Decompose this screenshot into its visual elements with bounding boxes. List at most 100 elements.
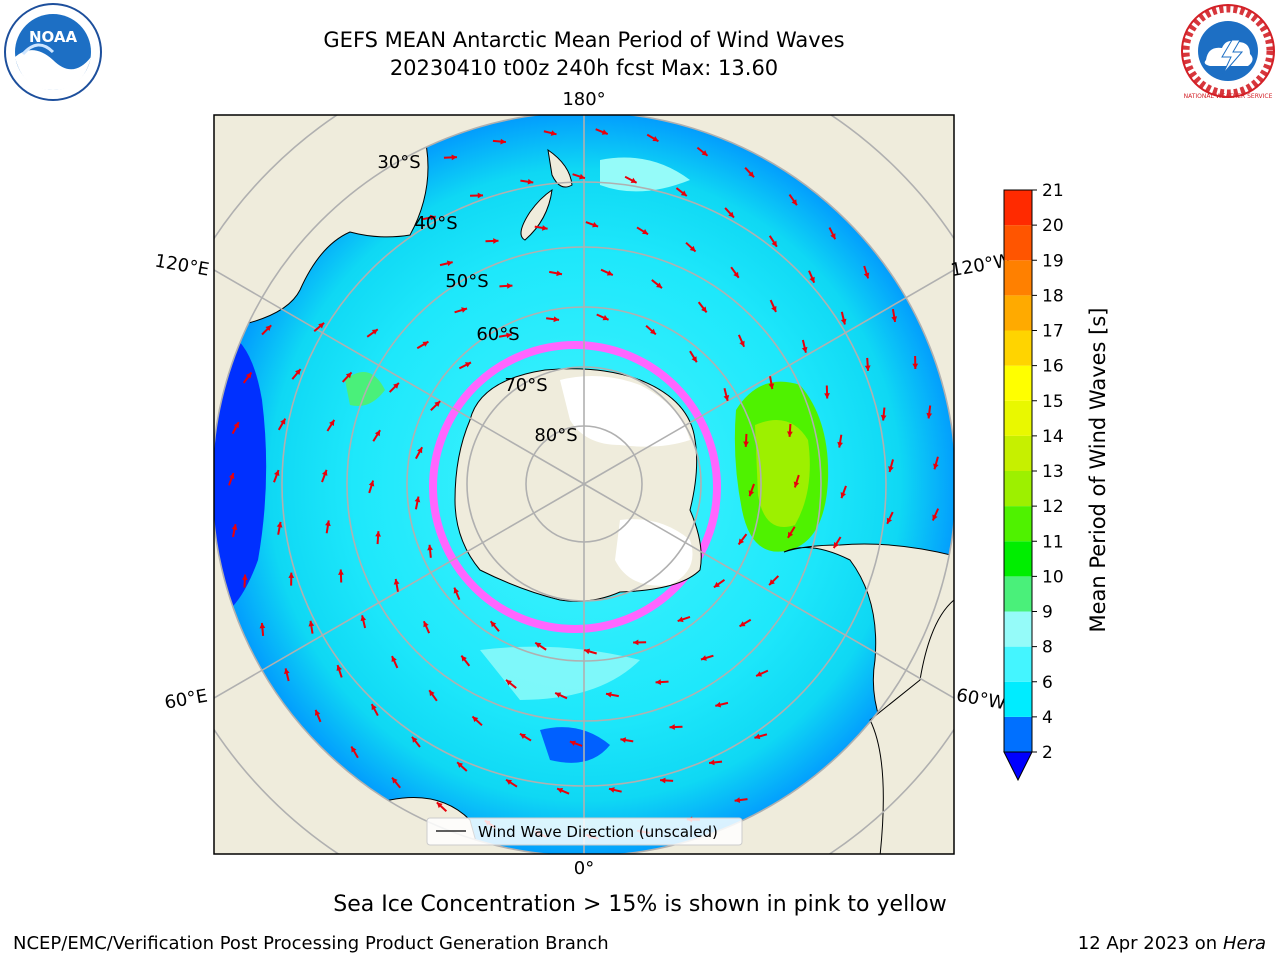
light-patch-north [600, 157, 690, 192]
wave-direction-arrowhead [557, 787, 564, 794]
wave-direction-arrowhead [434, 401, 441, 407]
lon-label-180: 180° [562, 89, 605, 110]
wave-direction-arrowhead [519, 733, 526, 739]
colorbar-tick-label: 17 [1042, 322, 1064, 342]
wave-direction-arrowhead [550, 130, 557, 136]
wave-direction-arrowhead [295, 369, 301, 375]
wave-direction-arrowhead [451, 154, 457, 161]
wave-direction-arrowhead [840, 492, 846, 499]
wave-direction-arrowhead [738, 538, 745, 545]
colorbar-swatch [1004, 435, 1032, 471]
wave-direction-arrowhead [322, 469, 328, 476]
wave-direction-arrowhead [771, 305, 777, 312]
wave-direction-arrowhead [500, 138, 506, 145]
wave-direction-arrowhead [259, 622, 266, 629]
lat-label-40s: 40°S [414, 213, 457, 234]
wave-direction-arrowhead [461, 307, 468, 313]
wave-direction-arrowhead [926, 412, 933, 419]
colorbar-swatch [1004, 611, 1032, 647]
wave-direction-arrowhead [360, 615, 367, 622]
run-date-text: 12 Apr 2023 on [1077, 933, 1223, 954]
lon-label-60e: 60°E [163, 685, 209, 713]
wave-direction-arrowhead [606, 270, 613, 276]
colorbar-swatch [1004, 400, 1032, 436]
wave-direction-arrowhead [809, 276, 815, 283]
colorbar-tick-label: 4 [1042, 708, 1053, 728]
wave-direction-arrowhead [754, 733, 761, 740]
wave-direction-arrowhead [345, 372, 352, 379]
wave-direction-arrowhead [429, 690, 435, 697]
wave-direction-arrowhead [691, 356, 697, 363]
wave-direction-arrowhead [274, 470, 280, 477]
wave-direction-arrowhead [288, 572, 295, 578]
wave-direction-arrowhead [933, 463, 939, 470]
wave-direction-arrowhead [739, 621, 746, 627]
colorbar-swatch [1004, 330, 1032, 366]
wave-direction-arrowhead [527, 178, 534, 185]
wave-direction-arrowhead [507, 283, 513, 289]
wave-direction-arrowhead [472, 716, 479, 723]
colorbar: 2 4 6 8 9 10 11 12 13 14 15 16 17 18 19 20 21 [1003, 181, 1064, 782]
lat-label-70s: 70°S [504, 375, 547, 396]
wave-direction-arrowhead [787, 431, 793, 437]
legend-label: Wind Wave Direction (unscaled) [478, 823, 718, 841]
wave-direction-arrowhead [771, 240, 777, 247]
wave-direction-arrowhead [863, 272, 870, 279]
colorbar-swatch [1004, 190, 1032, 226]
wave-direction-arrowhead [630, 177, 637, 183]
colorbar-swatch [1004, 471, 1032, 507]
wave-direction-arrowhead [709, 759, 715, 766]
colorbar-tick-label: 10 [1042, 567, 1064, 587]
south-america-coast-outside [869, 599, 954, 854]
wave-direction-arrowhead [280, 418, 286, 425]
wave-direction-arrowhead [602, 315, 609, 321]
ross-ice-shelf [560, 376, 690, 447]
wave-direction-arrowhead [314, 709, 321, 716]
wave-direction-arrowhead [506, 679, 512, 686]
wave-direction-arrowhead [891, 316, 898, 322]
wave-direction-arrowhead [649, 328, 656, 335]
wave-direction-arrowhead [371, 329, 378, 335]
wave-direction-arrowhead [464, 362, 471, 368]
wave-direction-arrowhead [461, 655, 467, 662]
colorbar-tick-label: 13 [1042, 462, 1064, 482]
wave-direction-arrowhead [233, 422, 239, 429]
wave-direction-arrowhead [457, 762, 464, 768]
lat-label-50s: 50°S [445, 271, 488, 292]
wave-direction-arrowhead [713, 581, 720, 588]
wave-direction-arrowhead [506, 332, 512, 339]
wave-direction-arrowhead [541, 225, 548, 231]
wave-direction-arrowhead [824, 393, 830, 399]
wave-direction-arrowhead [241, 574, 248, 580]
colorbar-label: Mean Period of Wind Waves [s] [1086, 307, 1110, 633]
wave-direction-arrowhead [325, 520, 331, 527]
colorbar-swatch [1004, 541, 1032, 577]
wave-direction-arrowhead [375, 531, 381, 537]
wave-direction-arrowhead [912, 363, 919, 369]
wave-direction-arrowhead [756, 671, 763, 677]
wave-direction-arrowhead [733, 271, 739, 278]
wave-direction-arrowhead [886, 517, 893, 524]
wave-direction-arrowhead [833, 542, 839, 549]
wave-direction-arrowhead [284, 668, 290, 675]
colorbar-swatch [1004, 295, 1032, 331]
wave-direction-arrowhead [371, 704, 377, 711]
colorbar-swatch [1004, 506, 1032, 542]
wave-direction-arrowhead [660, 777, 666, 784]
wave-direction-arrowhead [265, 325, 272, 332]
wave-direction-arrowhead [655, 679, 661, 685]
lon-label-120e: 120°E [153, 250, 211, 280]
wave-direction-arrowhead [723, 395, 730, 401]
noaa-logo-text: NOAA [29, 28, 78, 46]
wave-direction-arrowhead [601, 129, 608, 135]
colorbar-tick-label: 6 [1042, 673, 1053, 693]
wave-direction-arrowhead [656, 282, 662, 289]
colorbar-tick-label: 21 [1042, 181, 1064, 201]
wave-direction-arrowhead [506, 779, 513, 785]
wave-direction-arrowhead [769, 579, 775, 586]
new-zealand-north [547, 148, 573, 188]
wave-direction-arrowhead [701, 150, 708, 156]
lon-label-0: 0° [574, 858, 594, 879]
wind-wave-arrows [228, 128, 940, 840]
wave-direction-arrowhead [739, 340, 745, 347]
